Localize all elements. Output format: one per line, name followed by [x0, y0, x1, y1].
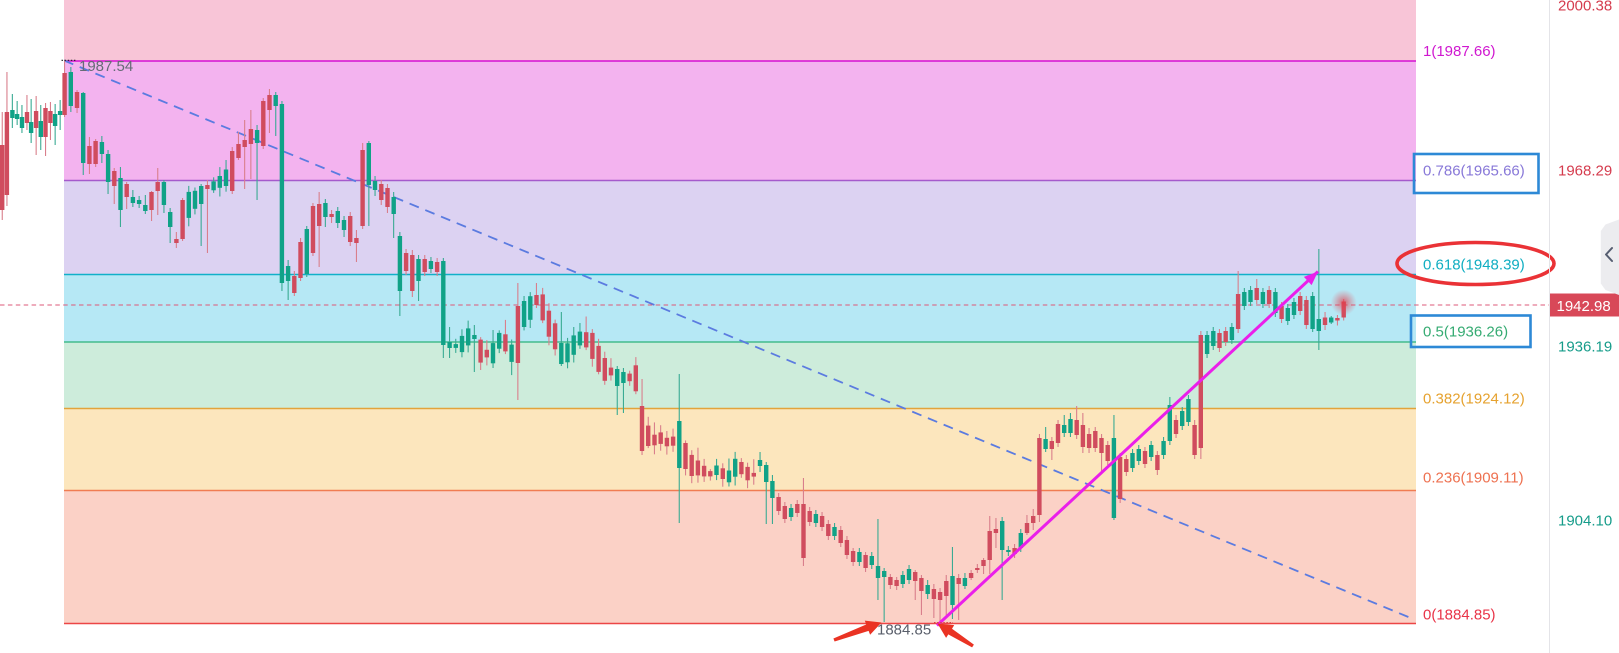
svg-text:1987.54: 1987.54: [79, 58, 133, 75]
svg-text:0.382(1924.12): 0.382(1924.12): [1423, 390, 1525, 407]
svg-text:0.786(1965.66): 0.786(1965.66): [1423, 162, 1525, 179]
svg-text:0.236(1909.11): 0.236(1909.11): [1423, 469, 1524, 486]
svg-text:1936.19: 1936.19: [1558, 338, 1612, 355]
svg-text:1968.29: 1968.29: [1558, 162, 1612, 179]
svg-text:0(1884.85): 0(1884.85): [1423, 606, 1496, 623]
svg-text:1904.10: 1904.10: [1558, 512, 1612, 529]
svg-text:1884.85: 1884.85: [877, 622, 931, 639]
svg-text:2000.38: 2000.38: [1558, 0, 1612, 15]
svg-text:1(1987.66): 1(1987.66): [1423, 43, 1496, 60]
svg-text:0.5(1936.26): 0.5(1936.26): [1423, 323, 1508, 340]
svg-text:1942.98: 1942.98: [1557, 298, 1611, 315]
svg-text:0.618(1948.39): 0.618(1948.39): [1423, 256, 1525, 273]
